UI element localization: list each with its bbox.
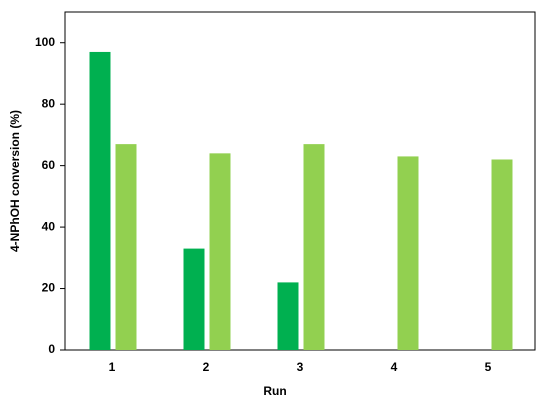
- x-tick-label: 5: [485, 360, 492, 374]
- y-tick-label: 60: [42, 158, 56, 172]
- y-tick-label: 40: [42, 219, 56, 233]
- bar: [303, 144, 325, 350]
- x-tick-label: 1: [109, 360, 116, 374]
- y-tick-label: 20: [42, 281, 56, 295]
- y-tick-label: 80: [42, 96, 56, 110]
- bar: [397, 156, 419, 350]
- plot-frame: [64, 11, 536, 351]
- bar: [89, 51, 111, 350]
- bar: [183, 248, 205, 350]
- y-tick-label: 100: [35, 35, 55, 49]
- bar: [491, 159, 513, 350]
- x-axis-label: Run: [263, 384, 286, 398]
- x-tick-label: 3: [297, 360, 304, 374]
- bar: [209, 153, 231, 350]
- y-tick-label: 0: [48, 342, 55, 356]
- x-tick-label: 2: [203, 360, 210, 374]
- x-tick-label: 4: [391, 360, 398, 374]
- y-axis-label: 4-NPhOH conversion (%): [8, 110, 22, 252]
- bar: [115, 144, 137, 350]
- bar: [277, 282, 299, 350]
